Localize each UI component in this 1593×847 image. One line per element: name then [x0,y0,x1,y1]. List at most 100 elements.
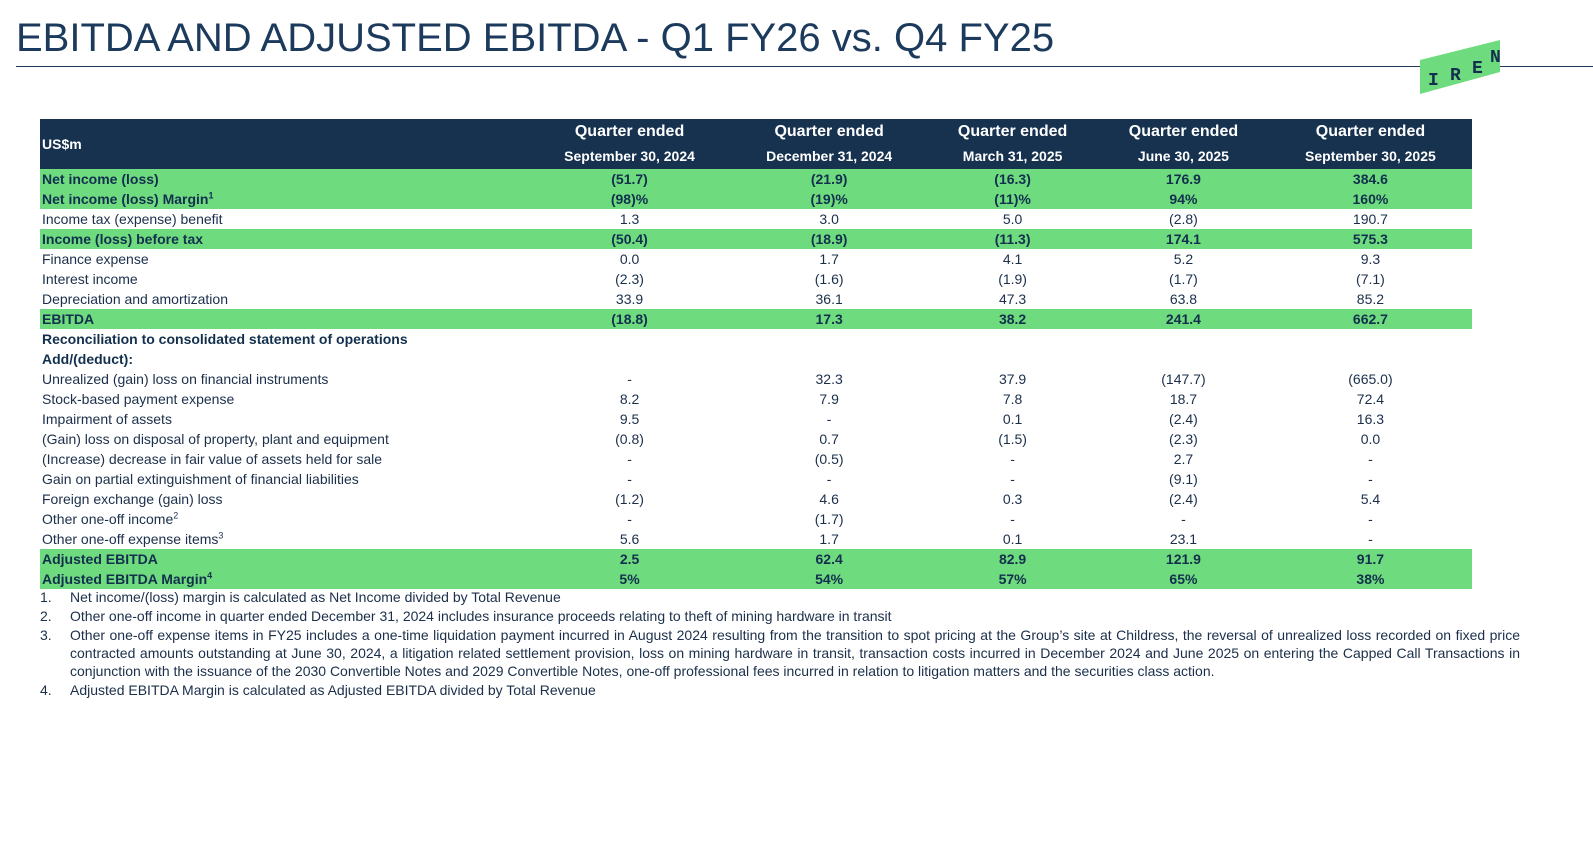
table-cell: (0.5) [814,451,844,467]
footnote-number: 3. [40,627,52,643]
col-header-line1: Quarter ended [528,119,732,144]
title-divider [16,66,1593,67]
col-header-line2: March 31, 2025 [927,144,1099,169]
table-cell: 4.1 [1002,251,1023,267]
table-row: Stock-based payment expense 8.2 7.9 7.8 18.7… [40,389,1472,409]
table-cell: (2.3) [1169,431,1198,447]
row-label: Income (loss) before tax [40,229,528,249]
row-label-text: (Gain) loss on disposal of property, pla… [42,431,389,447]
table-row: Income (loss) before tax (50.4) (18.9) (11.… [40,229,1472,249]
table-cell: 82.9 [927,549,1099,569]
table-cell [927,349,1098,369]
table-cell: (1.6) [814,271,844,287]
table-cell: 17.3 [731,309,928,329]
table-cell: (2.4) [1169,491,1198,507]
table-cell: 3.0 [819,211,839,227]
svg-text:E: E [1472,59,1483,79]
table-cell: 174.1 [1098,229,1269,249]
table-cell: 160% [1268,189,1472,209]
footnotes: 1. Net income/(loss) margin is calculated… [40,588,1520,700]
row-label: Impairment of assets [40,409,528,429]
col-header-line2: June 30, 2025 [1098,144,1269,169]
table-cell: 72.4 [1356,391,1385,407]
col-header-line1: Quarter ended [1268,119,1472,144]
table-row: Add/(deduct): [40,349,1472,369]
table-cell: - [1010,511,1015,527]
row-label: (Increase) decrease in fair value of ass… [40,449,528,469]
table-cell: 7.9 [819,391,839,407]
table-cell: - [627,511,632,527]
table-cell: 18.7 [1169,391,1198,407]
table-cell: (16.3) [927,169,1099,189]
row-label-text: Other one-off expense items [42,531,219,547]
row-label-text: Add/(deduct): [42,351,133,367]
row-label: Income tax (expense) benefit [40,209,528,229]
table-cell: 85.2 [1356,291,1385,307]
row-label-text: (Increase) decrease in fair value of ass… [42,451,383,467]
footnote-number: 2. [40,608,52,624]
row-label: Other one-off expense items3 [40,529,528,549]
footnote-number: 1. [40,589,52,605]
page-title: EBITDA AND ADJUSTED EBITDA - Q1 FY26 vs.… [16,16,1055,60]
row-label: Depreciation and amortization [40,289,528,309]
table-cell: 2.5 [528,549,732,569]
table-row: EBITDA (18.8) 17.3 38.2 241.4 662.7 [40,309,1472,329]
footnote-text: Other one-off income in quarter ended De… [70,608,892,624]
table-cell [1269,329,1472,349]
table-cell [528,349,731,369]
unit-header: US$m [40,119,528,169]
row-label: Unrealized (gain) loss on financial inst… [40,369,528,389]
table-cell: 36.1 [815,291,843,307]
row-label: EBITDA [40,309,528,329]
table-row: Adjusted EBITDA Margin4 5% 54% 57% 65% 38% [40,569,1472,589]
table-cell: (1.7) [814,511,844,527]
table-cell: - [1368,511,1373,527]
table-cell: 57% [927,569,1099,589]
table-cell: 0.0 [1360,431,1381,447]
row-label: Foreign exchange (gain) loss [40,489,528,509]
table-cell: 5.6 [619,531,640,547]
table-cell: 9.5 [619,411,640,427]
table-cell: (2.4) [1169,411,1198,427]
row-label-text: Stock-based payment expense [42,391,235,407]
row-label: Net income (loss) [40,169,528,189]
row-label-text: Interest income [42,271,138,287]
table-cell: 7.8 [1002,391,1023,407]
table-cell: 63.8 [1169,291,1198,307]
table-cell: (2.3) [615,271,644,287]
footnote-ref: 4 [207,570,213,581]
table-cell [528,329,731,349]
row-label: Stock-based payment expense [40,389,528,409]
table-cell: 16.3 [1356,411,1385,427]
row-label-text: Income (loss) before tax [42,231,204,247]
col-header-line2: December 31, 2024 [731,144,928,169]
table-cell: 176.9 [1098,169,1269,189]
table-cell: - [627,371,632,387]
table-cell: 62.4 [731,549,928,569]
table-cell: 5.2 [1173,251,1194,267]
table-row: Adjusted EBITDA 2.5 62.4 82.9 121.9 91.7 [40,549,1472,569]
table-cell: 32.3 [815,371,843,387]
svg-text:N: N [1490,48,1501,68]
footnote-item: 3. Other one-off expense items in FY25 in… [40,626,1520,680]
row-label-text: Finance expense [42,251,149,267]
table-row: Unrealized (gain) loss on financial inst… [40,369,1472,389]
table-cell: 47.3 [998,291,1027,307]
table-cell: - [1181,511,1186,527]
table-row: Finance expense 0.0 1.7 4.1 5.2 9.3 [40,249,1472,269]
table-row: Interest income (2.3) (1.6) (1.9) (1.7) (7.1) [40,269,1472,289]
table-row: Impairment of assets 9.5 - 0.1 (2.4) 16.3 [40,409,1472,429]
col-header-line1: Quarter ended [1098,119,1269,144]
row-label-text: Depreciation and amortization [42,291,228,307]
table-row: (Increase) decrease in fair value of ass… [40,449,1472,469]
footnote-ref: 2 [173,510,179,521]
table-cell: (51.7) [528,169,732,189]
table-cell: 190.7 [1352,211,1388,227]
table-cell: 9.3 [1360,251,1381,267]
table-cell: (18.8) [528,309,732,329]
table-cell: - [1368,471,1373,487]
table-row: Net income (loss) (51.7) (21.9) (16.3) 176.9… [40,169,1472,189]
row-label-text: Foreign exchange (gain) loss [42,491,223,507]
row-label-text: Adjusted EBITDA Margin [42,571,208,587]
table-cell: - [627,451,632,467]
